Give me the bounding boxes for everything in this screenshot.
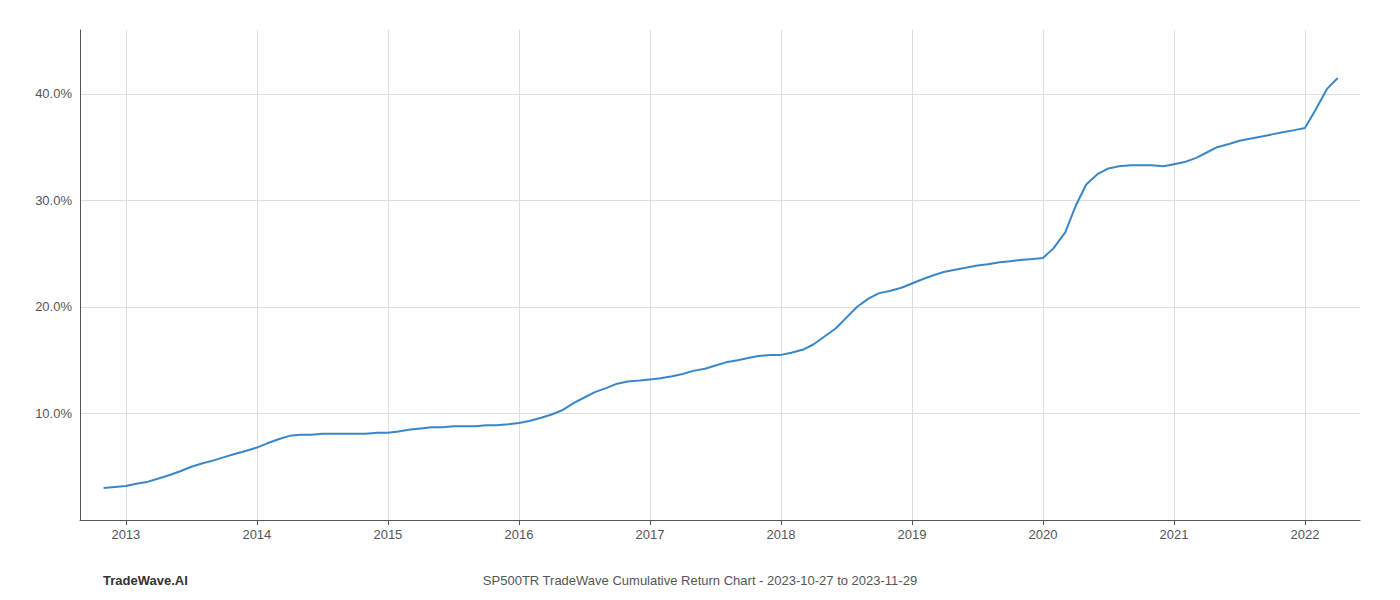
svg-text:2015: 2015 xyxy=(373,527,402,542)
svg-text:40.0%: 40.0% xyxy=(35,86,72,101)
svg-text:2020: 2020 xyxy=(1028,527,1057,542)
svg-text:2013: 2013 xyxy=(111,527,140,542)
svg-text:2014: 2014 xyxy=(242,527,271,542)
svg-text:2022: 2022 xyxy=(1291,527,1320,542)
svg-text:20.0%: 20.0% xyxy=(35,299,72,314)
svg-text:2019: 2019 xyxy=(897,527,926,542)
svg-text:30.0%: 30.0% xyxy=(35,193,72,208)
svg-text:2018: 2018 xyxy=(766,527,795,542)
svg-text:TradeWave.AI: TradeWave.AI xyxy=(103,573,188,588)
svg-text:2021: 2021 xyxy=(1160,527,1189,542)
svg-text:10.0%: 10.0% xyxy=(35,406,72,421)
svg-text:SP500TR TradeWave Cumulative R: SP500TR TradeWave Cumulative Return Char… xyxy=(483,573,917,588)
svg-text:2017: 2017 xyxy=(635,527,664,542)
svg-text:2016: 2016 xyxy=(504,527,533,542)
